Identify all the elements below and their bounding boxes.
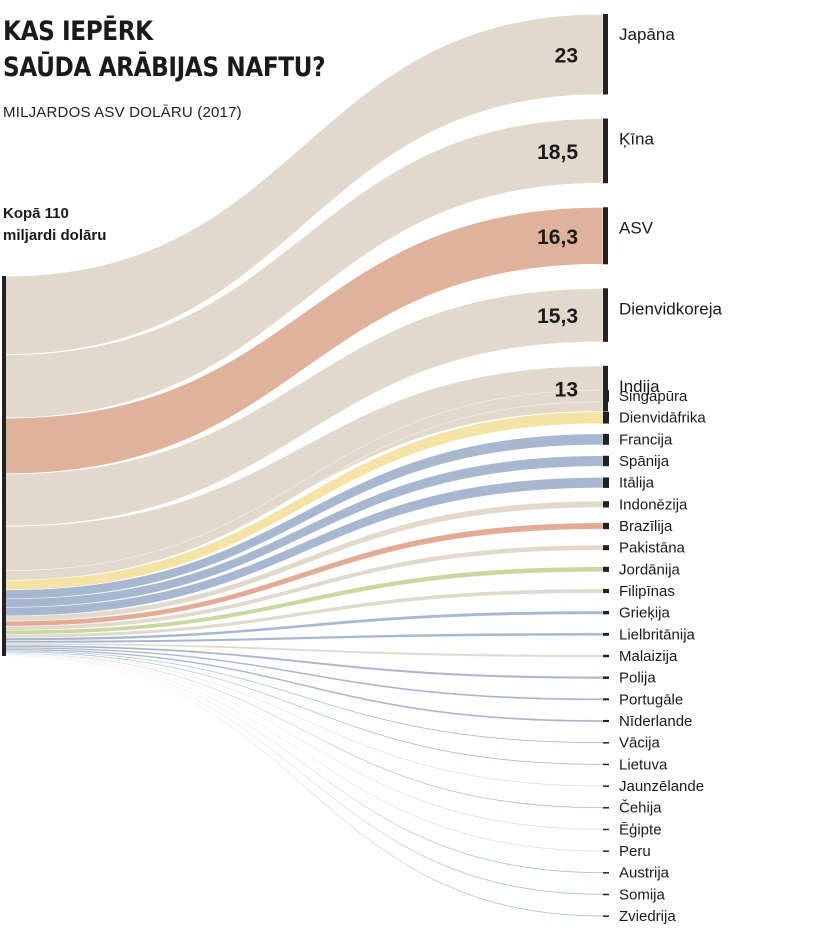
target-label-italija: Itālija bbox=[619, 475, 655, 492]
chart-subtitle: MILJARDOS ASV DOLĀRU (2017) bbox=[3, 104, 242, 121]
flow-polija bbox=[4, 644, 604, 680]
target-label-lielbritanija: Lielbritānija bbox=[619, 626, 696, 643]
flow-zviedrija bbox=[4, 655, 604, 917]
total-label: Kopā 110 miljardi dolāru bbox=[3, 203, 106, 247]
value-label-asv: 16,3 bbox=[537, 226, 578, 249]
target-label-japana: Japāna bbox=[619, 25, 675, 44]
target-label-asv: ASV bbox=[619, 218, 654, 237]
target-node-malaizija bbox=[603, 654, 609, 658]
target-node-spanija bbox=[603, 455, 609, 467]
flow-dienvidkoreja bbox=[4, 287, 604, 527]
target-label-singapura: Singapūra bbox=[619, 388, 688, 405]
target-node-asv bbox=[603, 207, 608, 265]
target-label-polija: Polija bbox=[619, 670, 656, 687]
chart-title-line2: SAŪDA ARĀBIJAS NAFTU? bbox=[3, 52, 326, 83]
target-node-somija bbox=[603, 893, 609, 896]
target-label-filipinas: Filipīnas bbox=[619, 583, 675, 600]
target-label-spanija: Spānija bbox=[619, 453, 670, 470]
target-label-somija: Somija bbox=[619, 886, 666, 903]
flow-lietuva bbox=[4, 651, 604, 766]
target-label-egipte: Ēģipte bbox=[619, 821, 662, 838]
target-node-egipte bbox=[603, 828, 609, 831]
target-node-jaunzelande bbox=[603, 785, 609, 787]
target-label-dienvidafrika: Dienvidāfrika bbox=[619, 410, 706, 427]
target-node-italija bbox=[603, 477, 609, 488]
flow-austrija bbox=[4, 654, 604, 874]
target-label-niderlande: Nīderlande bbox=[619, 713, 692, 730]
target-node-peru bbox=[603, 850, 609, 852]
flow-dienvidafrika bbox=[4, 411, 604, 591]
value-label-kina: 18,5 bbox=[537, 141, 578, 164]
target-node-austrija bbox=[603, 872, 609, 874]
target-node-dienvidkoreja bbox=[603, 288, 608, 342]
flow-egipte bbox=[4, 653, 604, 831]
sankey-labels: Japāna 23 Ķīna 18,5 ASV 16,3 Dienvidkoreja 15,3… bbox=[537, 25, 722, 925]
target-node-kina bbox=[603, 118, 608, 184]
target-label-pakistana: Pakistāna bbox=[619, 540, 686, 557]
total-label-line2: miljardi dolāru bbox=[3, 227, 107, 244]
target-node-griekija bbox=[603, 610, 609, 615]
target-node-indonezija bbox=[603, 501, 609, 508]
target-label-brazilija: Brazīlija bbox=[619, 518, 673, 535]
target-label-austrija: Austrija bbox=[619, 865, 670, 882]
target-node-lietuva bbox=[603, 763, 609, 766]
target-label-lietuva: Lietuva bbox=[619, 756, 668, 773]
target-node-brazilija bbox=[603, 522, 609, 530]
target-node-jordanija bbox=[603, 566, 609, 572]
flow-somija bbox=[4, 655, 604, 896]
target-label-jaunzelande: Jaunzēlande bbox=[619, 778, 704, 795]
target-label-peru: Peru bbox=[619, 843, 651, 860]
target-node-singapura bbox=[603, 390, 609, 402]
target-node-indija bbox=[603, 365, 608, 412]
target-label-indonezija: Indonēzija bbox=[619, 496, 688, 513]
sankey-nodes bbox=[2, 14, 609, 917]
target-label-dienvidkoreja: Dienvidkoreja bbox=[619, 299, 723, 318]
target-node-francija bbox=[603, 433, 609, 445]
value-label-japana: 23 bbox=[555, 44, 578, 67]
target-node-portugale bbox=[603, 698, 609, 701]
target-node-vacija bbox=[603, 742, 609, 744]
target-node-niderlande bbox=[603, 719, 609, 723]
value-label-dienvidkoreja: 15,3 bbox=[537, 305, 578, 328]
flow-brazilija bbox=[4, 522, 604, 627]
target-node-pakistana bbox=[603, 545, 609, 551]
target-label-portugale: Portugāle bbox=[619, 691, 683, 708]
target-label-jordanija: Jordānija bbox=[619, 561, 681, 578]
flow-italija bbox=[4, 477, 604, 617]
chart-title: KAS IEPĒRK SAŪDA ARĀBIJAS NAFTU? bbox=[3, 14, 326, 86]
target-node-japana bbox=[603, 14, 608, 95]
source-node-bar bbox=[2, 276, 6, 656]
target-label-kina: Ķīna bbox=[619, 130, 655, 149]
sankey-flows bbox=[4, 13, 604, 917]
target-label-griekija: Grieķija bbox=[619, 605, 671, 622]
target-label-cehija: Čehija bbox=[619, 800, 662, 817]
chart-title-line1: KAS IEPĒRK bbox=[3, 16, 153, 47]
target-label-indija: Indija bbox=[619, 377, 660, 396]
total-label-line1: Kopā 110 bbox=[3, 205, 69, 222]
flow-peru bbox=[4, 654, 604, 852]
target-label-vacija: Vācija bbox=[619, 735, 661, 752]
target-node-cehija bbox=[603, 807, 609, 809]
flow-niderlande bbox=[4, 648, 604, 723]
target-label-francija: Francija bbox=[619, 431, 673, 448]
target-label-zviedrija: Zviedrija bbox=[619, 908, 676, 925]
flow-pakistana bbox=[4, 544, 604, 631]
flow-griekija bbox=[4, 610, 604, 641]
target-node-filipinas bbox=[603, 588, 609, 594]
target-node-zviedrija bbox=[603, 915, 609, 917]
target-node-dienvidafrika bbox=[603, 411, 609, 424]
target-label-malaizija: Malaizija bbox=[619, 648, 678, 665]
value-label-indija: 13 bbox=[555, 379, 578, 402]
target-node-lielbritanija bbox=[603, 632, 609, 636]
target-node-polija bbox=[603, 676, 609, 679]
